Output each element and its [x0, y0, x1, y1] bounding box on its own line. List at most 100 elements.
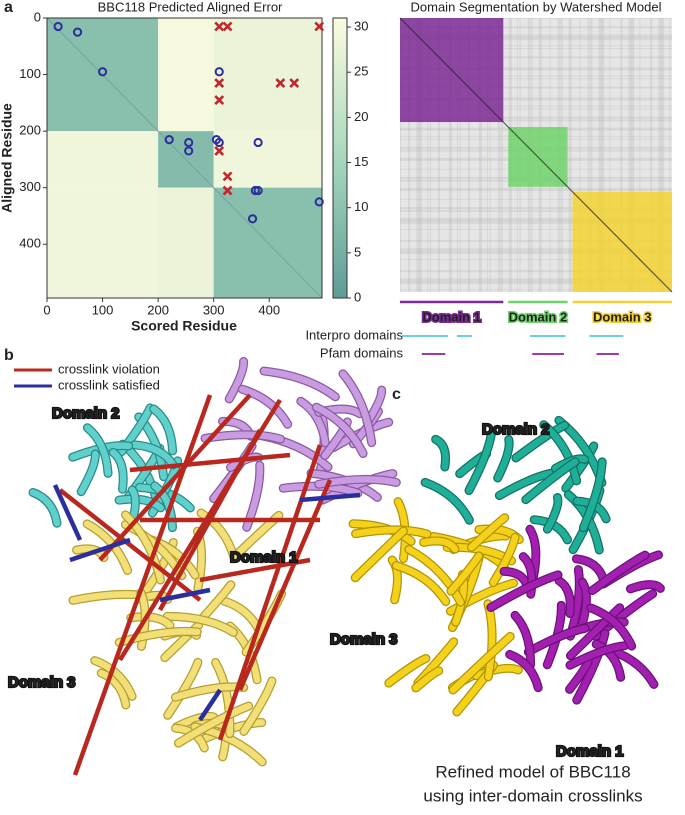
ribbon [97, 669, 130, 709]
y-tick-label: 300 [19, 179, 41, 194]
texture [620, 18, 623, 292]
violation-marker [222, 185, 233, 196]
texture [400, 97, 672, 101]
texture [400, 281, 672, 285]
diagonal [46, 17, 323, 299]
satisfied-marker [97, 67, 108, 77]
domain-label: Domain 2 [52, 405, 120, 422]
ribbon [163, 613, 237, 636]
ribbon [161, 622, 202, 661]
x-tick-label: 400 [258, 302, 280, 317]
heatmap-cell [47, 187, 159, 298]
crosslink [198, 688, 222, 722]
texture [400, 278, 672, 282]
ribbon [240, 677, 276, 735]
texture [658, 18, 662, 292]
ribbon [412, 667, 443, 692]
crosslink [129, 452, 291, 473]
colorbar-tick-label: 30 [354, 18, 368, 33]
y-tick-label: 100 [19, 66, 41, 81]
ribbon [580, 458, 606, 531]
texture [400, 209, 672, 212]
ribbon [122, 511, 164, 584]
ribbon [496, 469, 556, 499]
ribbon [567, 604, 623, 659]
texture [400, 119, 672, 122]
satisfied-marker [53, 21, 63, 32]
crosslink [199, 557, 311, 583]
ribbon [506, 651, 542, 691]
crosslink [237, 479, 333, 691]
ribbon [421, 479, 473, 524]
crosslink [159, 587, 211, 603]
x-tick-label: 100 [92, 302, 114, 317]
texture [497, 18, 500, 292]
violation-marker [214, 21, 225, 32]
ribbon [83, 520, 131, 574]
texture [400, 18, 672, 19]
texture [400, 248, 672, 252]
texture [669, 18, 671, 292]
ribbon [385, 655, 430, 687]
texture [416, 18, 420, 292]
texture [639, 18, 641, 292]
panel-label: c [392, 386, 401, 403]
ribbon [589, 551, 649, 594]
texture [400, 105, 672, 107]
satisfied-marker [314, 197, 324, 207]
ribbon [544, 494, 562, 533]
texture [478, 18, 482, 292]
texture [400, 259, 672, 261]
crosslink [299, 492, 361, 503]
texture [400, 37, 672, 41]
texture [661, 18, 665, 292]
texture [427, 18, 429, 292]
ribbon [405, 546, 464, 606]
domain-name: Domain 2 [509, 309, 568, 324]
ribbon [579, 578, 590, 627]
texture [609, 18, 611, 292]
ribbon [587, 604, 635, 650]
texture [468, 18, 470, 292]
x-tick-label: 300 [203, 302, 225, 317]
texture [419, 18, 423, 292]
diagonal [399, 17, 673, 293]
colorbar-tick-label: 15 [354, 154, 368, 169]
satisfied-marker [253, 185, 263, 196]
violation-marker [314, 21, 325, 32]
ribbon [175, 702, 252, 747]
ribbon [77, 450, 99, 495]
texture [587, 18, 590, 292]
ribbon [540, 421, 580, 485]
texture [579, 18, 581, 292]
violation-marker [214, 78, 225, 88]
ribbon [511, 612, 534, 669]
texture [400, 45, 672, 47]
ribbon [260, 367, 339, 401]
ribbon [91, 657, 136, 700]
texture [400, 207, 672, 210]
texture [400, 250, 672, 254]
colorbar-tick-label: 0 [354, 289, 361, 304]
panel-label: b [4, 347, 14, 364]
heatmap-cell [158, 18, 214, 132]
ribbon [109, 449, 127, 493]
domain-label: Domain 3 [8, 674, 76, 691]
ribbon [447, 552, 482, 595]
texture [459, 18, 461, 292]
texture [598, 18, 602, 292]
satisfied-marker [184, 137, 194, 148]
interpro-label: Interpro domains [305, 327, 403, 342]
ribbon [592, 640, 624, 681]
ribbon [420, 537, 459, 553]
heatmap-cell [213, 131, 322, 188]
ribbon [29, 489, 61, 527]
ribbon [136, 484, 194, 512]
ribbon [238, 385, 291, 428]
texture [487, 18, 489, 292]
ribbon [544, 602, 565, 669]
ribbon [225, 358, 247, 403]
texture [400, 239, 672, 242]
ribbon [351, 527, 407, 581]
heatmap-cell [47, 131, 159, 188]
